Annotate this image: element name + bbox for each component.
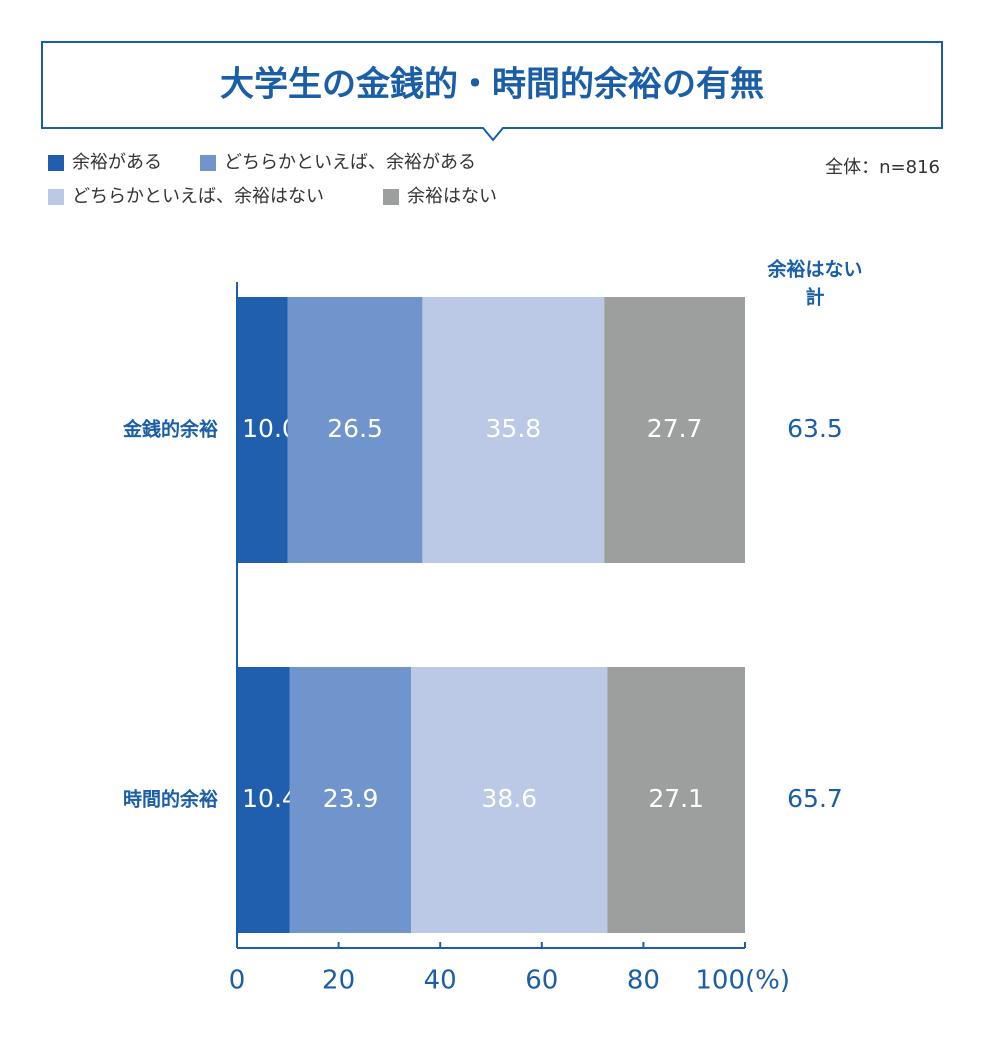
value-label: 38.6: [481, 784, 537, 813]
value-label: 23.9: [323, 784, 379, 813]
value-label: 10.4: [242, 784, 298, 813]
total-label: 65.7: [787, 784, 843, 813]
bar-segment: [237, 297, 288, 563]
total-label: 63.5: [787, 414, 843, 443]
category-label: 時間的余裕: [123, 788, 218, 811]
value-label: 27.7: [647, 414, 703, 443]
value-label: 26.5: [327, 414, 383, 443]
category-label: 金銭的余裕: [122, 418, 218, 441]
totals-header: 余裕はない: [766, 258, 862, 281]
chart-title: 大学生の金銭的・時間的余裕の有無: [220, 65, 764, 105]
bar-segment: [411, 667, 608, 933]
bar-segment: [287, 297, 423, 563]
x-tick-label: 40: [424, 966, 457, 996]
legend-swatch: [383, 189, 399, 205]
totals-header: 計: [805, 286, 824, 309]
legend-swatch: [48, 155, 64, 171]
bar-segment: [422, 297, 605, 563]
x-tick-label: 100: [695, 966, 745, 996]
bar-segment: [607, 667, 745, 933]
legend-label: どちらかといえば、余裕はない: [72, 186, 324, 207]
value-label: 27.1: [648, 784, 704, 813]
legend-swatch: [200, 155, 216, 171]
x-tick-label: 60: [525, 966, 558, 996]
x-tick-label: 20: [322, 966, 355, 996]
title-box: [41, 41, 943, 142]
bar-segment: [237, 667, 290, 933]
x-tick-label: 0: [229, 966, 246, 996]
x-unit: (%): [745, 966, 790, 996]
value-label: 35.8: [486, 414, 542, 443]
x-tick-label: 80: [627, 966, 660, 996]
legend-label: 余裕がある: [72, 152, 162, 173]
bar-segment: [604, 297, 745, 563]
legend-swatch: [48, 189, 64, 205]
bar-segment: [289, 667, 412, 933]
legend-label: 余裕はない: [407, 186, 497, 207]
legend-label: どちらかといえば、余裕がある: [224, 152, 476, 173]
sample-note: 全体：n=816: [825, 157, 940, 178]
